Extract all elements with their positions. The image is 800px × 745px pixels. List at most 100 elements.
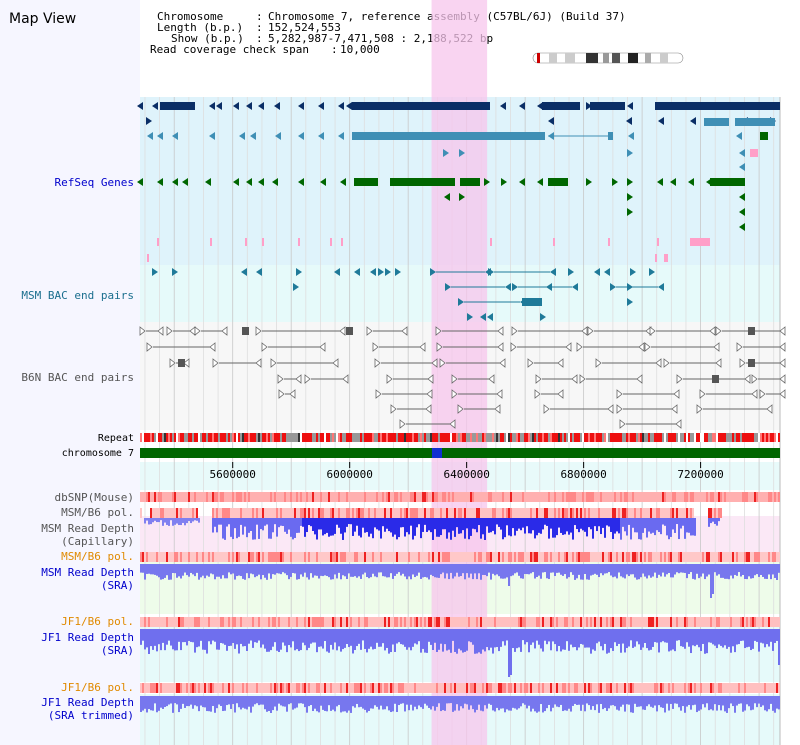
label-msm-depth-cap-1[interactable]: MSM Read Depth: [41, 522, 134, 535]
jf1-depth-sra-bar: [308, 629, 310, 648]
msm-depth-cap-bar: [688, 518, 690, 533]
msm-b6-pol-cell: [576, 508, 578, 518]
jf1-b6-pol-cell: [576, 617, 578, 627]
jf1-depth-trim-bar: [570, 696, 572, 712]
label-jf1-depth-trim-1[interactable]: JF1 Read Depth: [41, 696, 134, 709]
msm-depth-sra-bar: [434, 564, 436, 578]
dbsnp-cell: [300, 492, 302, 502]
label-jf1-depth-sra-2[interactable]: (SRA): [101, 644, 134, 657]
dbsnp-cell: [602, 492, 604, 502]
dbsnp-cell: [634, 492, 636, 502]
jf1-b6-pol-cell: [356, 683, 358, 693]
label-refseq[interactable]: RefSeq Genes: [55, 176, 134, 189]
b6n-bac-features[interactable]: [139, 326, 786, 429]
jf1-b6-pol-cell: [316, 617, 318, 627]
msm-b6-pol-cell: [454, 508, 456, 518]
jf1-b6-pol-cell: [442, 683, 444, 693]
jf1-b6-pol-cell: [608, 617, 610, 627]
gene-green-exon: [233, 178, 239, 186]
jf1-b6-pol-cell: [516, 617, 518, 627]
dbsnp-cell: [386, 492, 388, 502]
polymorphism-tracks[interactable]: [140, 492, 780, 693]
msm-depth-cap-bar: [296, 518, 298, 533]
dbsnp-cell: [616, 492, 618, 502]
dbsnp-cell: [258, 492, 260, 502]
jf1-b6-pol-cell: [166, 617, 168, 627]
label-jf1-depth-trim-2[interactable]: (SRA trimmed): [48, 709, 134, 722]
jf1-depth-trim-bar: [482, 696, 484, 712]
jf1-depth-sra-bar: [574, 629, 576, 648]
label-msm-b6-pol-1[interactable]: MSM/B6 pol.: [61, 506, 134, 519]
jf1-depth-trim-bar: [632, 696, 634, 713]
label-msm-depth-sra-1[interactable]: MSM Read Depth: [41, 566, 134, 579]
dbsnp-cell: [578, 492, 580, 502]
msm-b6-pol-cell: [532, 552, 534, 562]
jf1-b6-pol-cell: [778, 617, 780, 627]
label-msm-b6-pol-2[interactable]: MSM/B6 pol.: [61, 550, 134, 563]
gene-dark-exon: [246, 102, 252, 110]
gene-green-exon: [586, 178, 592, 186]
jf1-depth-sra-bar: [458, 629, 460, 649]
jf1-b6-pol-cell: [460, 617, 462, 627]
msm-depth-sra-bar: [558, 564, 560, 573]
dbsnp-cell: [384, 492, 386, 502]
label-msm-depth-cap-2[interactable]: (Capillary): [61, 535, 134, 548]
msm-b6-pol-cell: [570, 508, 572, 518]
bac-b6n-end: [655, 358, 662, 368]
label-msm-depth-sra-2[interactable]: (SRA): [101, 579, 134, 592]
jf1-depth-sra-bar: [704, 629, 706, 654]
msm-b6-pol-cell: [510, 508, 512, 518]
msm-depth-cap-bar: [506, 518, 508, 526]
jf1-depth-sra-bar: [440, 629, 442, 644]
msm-b6-pol-cell: [244, 508, 246, 518]
jf1-depth-sra-bar: [562, 629, 564, 650]
jf1-depth-trim-bar: [412, 696, 414, 711]
chromosome-bar[interactable]: [140, 448, 780, 458]
label-jf1-depth-sra-1[interactable]: JF1 Read Depth: [41, 631, 134, 644]
label-dbsnp[interactable]: dbSNP(Mouse): [55, 491, 134, 504]
label-jf1-b6-pol-1[interactable]: JF1/B6 pol.: [61, 615, 134, 628]
dbsnp-cell: [150, 492, 152, 502]
read-depth-tracks[interactable]: [140, 518, 780, 713]
repeat-mark: [156, 433, 158, 442]
gene-dark-exon: [209, 102, 215, 110]
jf1-b6-pol-cell: [488, 683, 490, 693]
label-jf1-b6-pol-2[interactable]: JF1/B6 pol.: [61, 681, 134, 694]
label-msm-bac[interactable]: MSM BAC end pairs: [21, 289, 134, 302]
bac-msm-end: [334, 268, 340, 276]
msm-depth-cap-bar: [334, 518, 336, 534]
dbsnp-cell: [226, 492, 228, 502]
refseq-features[interactable]: [137, 102, 780, 262]
msm-bac-features[interactable]: [152, 268, 664, 321]
jf1-b6-pol-cell: [318, 683, 320, 693]
repeat-mark: [392, 433, 394, 442]
dbsnp-cell: [628, 492, 630, 502]
jf1-depth-sra-bar: [534, 629, 536, 649]
jf1-depth-sra-bar: [468, 629, 470, 642]
dbsnp-cell: [560, 492, 562, 502]
jf1-b6-pol-cell: [686, 617, 688, 627]
msm-b6-pol-cell: [206, 552, 208, 562]
jf1-depth-trim-bar: [770, 696, 772, 704]
msm-depth-cap-bar: [494, 518, 496, 535]
bac-b6n-end: [715, 358, 722, 368]
repeat-track[interactable]: [140, 433, 780, 442]
jf1-depth-sra-bar: [390, 629, 392, 653]
label-b6n-bac[interactable]: B6N BAC end pairs: [21, 371, 134, 384]
jf1-b6-pol-cell: [504, 683, 506, 693]
msm-depth-sra-bar: [308, 564, 310, 580]
chromosome-ideogram[interactable]: [532, 52, 684, 64]
msm-depth-cap-bar: [414, 518, 416, 536]
jf1-depth-sra-bar: [472, 629, 474, 645]
repeat-mark: [150, 433, 152, 442]
msm-depth-sra-bar: [178, 564, 180, 577]
bac-b6n-end: [696, 404, 703, 414]
jf1-b6-pol-cell: [352, 683, 354, 693]
jf1-depth-trim-bar: [516, 696, 518, 710]
jf1-depth-sra-bar: [706, 629, 708, 654]
msm-depth-cap-bar: [594, 518, 596, 527]
jf1-b6-pol-cell: [210, 617, 212, 627]
bac-b6n-end: [295, 374, 302, 384]
msm-depth-sra-bar: [732, 564, 734, 579]
msm-depth-sra-bar: [680, 564, 682, 573]
